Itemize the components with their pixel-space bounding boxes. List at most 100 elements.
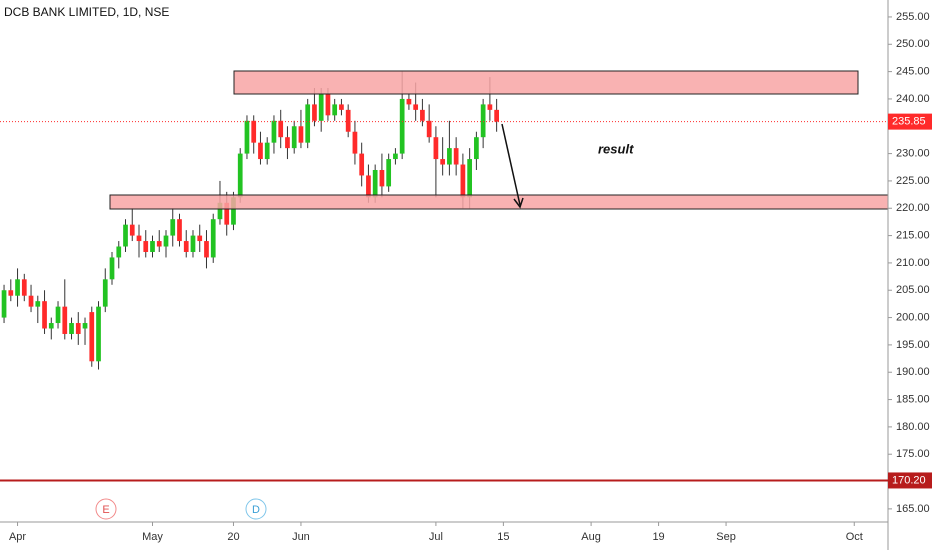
y-tick-label: 195.00 (896, 339, 930, 351)
candle-body (366, 175, 371, 198)
event-label[interactable]: D (252, 504, 260, 516)
candle-body (312, 104, 317, 121)
candle-body (170, 219, 176, 236)
candle-body (352, 131, 358, 154)
candle-body (332, 104, 338, 116)
x-tick-label: Jul (429, 531, 443, 543)
candle-body (460, 164, 466, 198)
candle-body (426, 120, 432, 138)
x-tick-label: Sep (716, 531, 736, 543)
candle-body (177, 219, 182, 242)
candle-body (372, 169, 378, 198)
resistance-zone (233, 70, 859, 95)
x-tick-label: 20 (227, 531, 239, 543)
y-tick-label: 250.00 (896, 38, 930, 50)
candle-body (251, 120, 257, 143)
candle-body (197, 235, 203, 242)
y-tick-label: 185.00 (896, 393, 930, 405)
candle-body (109, 257, 115, 280)
candle-body (420, 109, 425, 121)
candle-body (318, 93, 324, 121)
candle-body (204, 241, 209, 258)
candle-body (75, 323, 81, 334)
plot-area (1, 71, 499, 370)
y-tick-label: 210.00 (896, 257, 930, 269)
candle-body (298, 126, 304, 143)
candle-body (264, 142, 270, 160)
event-label[interactable]: E (102, 504, 109, 516)
candle-body (433, 137, 439, 160)
candle-body (1, 290, 7, 318)
candle-body (48, 323, 54, 329)
candle-body (89, 312, 95, 362)
candle-body (413, 104, 419, 110)
candle-body (35, 301, 41, 307)
candle-body (447, 148, 452, 165)
candle-body (271, 120, 277, 143)
candle-body (359, 153, 365, 176)
title-bg (0, 4, 160, 22)
candle-body (285, 137, 290, 149)
y-tick-label: 225.00 (896, 175, 930, 187)
arrow (501, 123, 521, 206)
candle-body (102, 279, 108, 307)
candle-body (96, 306, 101, 362)
candle-body (42, 301, 47, 329)
candle-body (440, 159, 446, 165)
candle-body (21, 279, 27, 296)
y-tick-label: 200.00 (896, 311, 930, 323)
x-tick-label: Apr (9, 531, 26, 543)
event-marker[interactable] (245, 498, 267, 520)
support-zone (109, 194, 889, 210)
candle-body (156, 241, 162, 247)
y-tick-label: 230.00 (896, 147, 930, 159)
candle-body (480, 104, 486, 138)
last-price-box (888, 113, 932, 130)
candle-body (487, 104, 493, 110)
x-tick-label: May (142, 531, 163, 543)
candle-body (69, 323, 74, 334)
candle-body (244, 120, 250, 154)
candle-body (494, 109, 499, 122)
candle-body (474, 137, 479, 160)
y-tick-label: 220.00 (896, 202, 930, 214)
candle-body (55, 306, 61, 324)
candle-body (183, 241, 189, 252)
candle-body (393, 153, 398, 160)
candle-body (379, 169, 385, 187)
candle-body (136, 235, 142, 242)
candle-body (325, 93, 331, 116)
x-tick-label: 15 (497, 531, 509, 543)
event-marker[interactable] (95, 498, 117, 520)
candle-body (291, 126, 297, 149)
candle-body (386, 159, 392, 187)
x-tick-label: Jun (292, 531, 310, 543)
level-label: 170.20 (892, 474, 926, 486)
candle-body (453, 148, 459, 165)
candle-body (224, 202, 230, 225)
chart-title: DCB BANK LIMITED, 1D, NSE (4, 5, 169, 19)
last-price-label: 235.85 (892, 116, 926, 128)
y-tick-label: 175.00 (896, 448, 930, 460)
y-tick-label: 190.00 (896, 366, 930, 378)
candle-body (28, 295, 34, 307)
y-tick-label: 215.00 (896, 229, 930, 241)
x-tick-label: 19 (652, 531, 664, 543)
candle-body (339, 104, 344, 110)
candle-body (210, 219, 216, 258)
candle-body (217, 202, 223, 220)
candle-body (258, 142, 263, 160)
candle-body (406, 98, 412, 105)
y-tick-label: 205.00 (896, 284, 930, 296)
candle-body (62, 306, 68, 334)
y-tick-label: 165.00 (896, 503, 930, 515)
y-tick-label: 240.00 (896, 93, 930, 105)
candle-body (399, 98, 405, 154)
candle-body (15, 279, 20, 296)
candle-body (231, 197, 236, 225)
candle-body (116, 246, 122, 258)
candle-body (163, 235, 169, 247)
candle-body (129, 224, 135, 236)
candle-body (8, 290, 14, 296)
